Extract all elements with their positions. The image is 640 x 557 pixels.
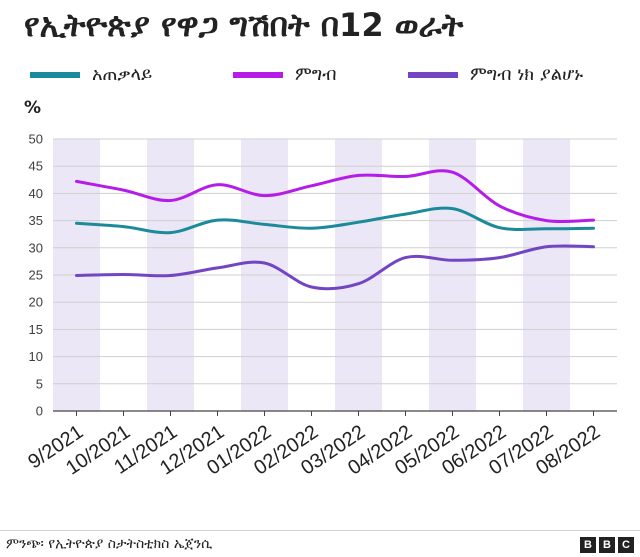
y-tick-label: 15 xyxy=(29,322,43,337)
legend-item-food: ምግብ xyxy=(233,64,337,85)
y-tick-label: 30 xyxy=(29,240,43,255)
legend-swatch-non-food xyxy=(408,71,458,78)
bbc-logo-letter: B xyxy=(580,537,596,553)
legend-item-non-food: ምግብ ነክ ያልሆኑ xyxy=(408,64,583,85)
y-tick-label: 10 xyxy=(29,349,43,364)
y-tick-label: 25 xyxy=(29,268,43,283)
y-tick-label: 35 xyxy=(29,213,43,228)
chart-legend: አጠቃላይ ምግብ ምግብ ነክ ያልሆኑ xyxy=(30,64,630,90)
chart-title: የኢትዮጵያ የዋጋ ግሽበት በ12 ወራት xyxy=(24,6,464,44)
footer-divider xyxy=(0,530,640,531)
bbc-logo-letter: C xyxy=(618,537,634,553)
series-line-food xyxy=(75,169,595,224)
line-chart: 051015202530354045509/202110/202111/2021… xyxy=(24,132,617,480)
y-tick-label: 5 xyxy=(36,376,43,391)
y-tick-label: 50 xyxy=(29,132,43,147)
legend-label-food: ምግብ xyxy=(295,64,337,85)
y-tick-label: 40 xyxy=(29,186,43,201)
series-line-non-food xyxy=(75,244,595,291)
bbc-logo: B B C xyxy=(580,537,634,553)
source-note: ምንጭ፡ የኢትዮጵያ ስታትስቲክስ ኤጀንሲ xyxy=(6,536,213,552)
legend-swatch-overall xyxy=(30,71,80,78)
legend-item-overall: አጠቃላይ xyxy=(30,64,152,85)
y-axis-label: % xyxy=(24,98,42,118)
legend-label-overall: አጠቃላይ xyxy=(92,64,153,85)
legend-label-non-food: ምግብ ነክ ያልሆኑ xyxy=(470,64,584,85)
y-tick-label: 45 xyxy=(29,159,43,174)
bbc-logo-letter: B xyxy=(599,537,615,553)
legend-swatch-food xyxy=(233,71,283,78)
series-line-overall xyxy=(75,206,595,235)
y-tick-label: 0 xyxy=(36,404,43,419)
y-tick-label: 20 xyxy=(29,295,43,310)
